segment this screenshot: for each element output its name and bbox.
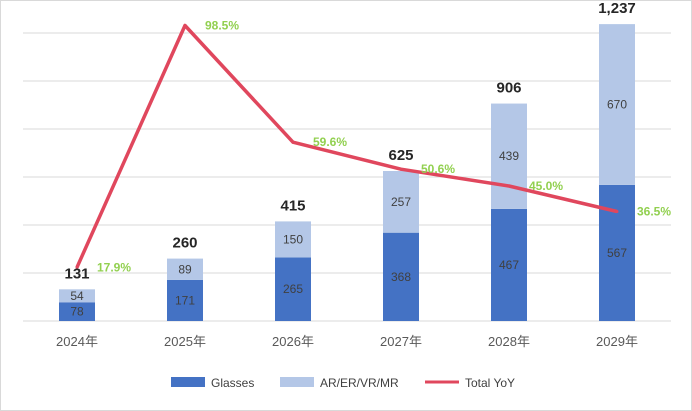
x-tick-label: 2027年 xyxy=(380,334,422,349)
label-yoy: 98.5% xyxy=(205,19,239,33)
x-tick-label: 2024年 xyxy=(56,334,98,349)
bar-ar xyxy=(59,289,95,303)
bar-glasses xyxy=(275,257,311,321)
label-total: 415 xyxy=(280,197,305,214)
yoy-point xyxy=(291,140,295,144)
x-tick-label: 2025年 xyxy=(164,334,206,349)
bar-ar xyxy=(275,221,311,258)
bar-ar xyxy=(599,24,635,185)
bar-glasses xyxy=(167,279,203,321)
label-total: 131 xyxy=(64,265,89,282)
label-total: 906 xyxy=(496,80,521,97)
label-total: 625 xyxy=(388,147,413,164)
yoy-point xyxy=(615,210,619,213)
legend-swatch-ar xyxy=(280,377,314,387)
bar-glasses xyxy=(383,232,419,321)
bar-ar xyxy=(491,103,527,209)
label-yoy: 17.9% xyxy=(97,260,131,274)
yoy-point xyxy=(183,24,187,27)
label-yoy: 50.6% xyxy=(421,162,455,176)
label-glasses: 78 xyxy=(70,305,84,319)
yoy-point xyxy=(75,265,79,269)
label-yoy: 59.6% xyxy=(313,135,347,149)
legend-label-glasses: Glasses xyxy=(211,376,254,390)
x-tick-label: 2029年 xyxy=(596,334,638,349)
label-ar: 150 xyxy=(283,232,303,246)
label-glasses: 467 xyxy=(499,258,519,272)
legend-label-ar: AR/ER/VR/MR xyxy=(320,376,399,390)
bar-ar xyxy=(167,258,203,280)
legend-swatch-glasses xyxy=(171,377,205,387)
label-ar: 89 xyxy=(178,262,192,276)
label-ar: 54 xyxy=(70,289,84,303)
bars xyxy=(59,24,635,321)
x-axis-ticks: 2024年 2025年 2026年 2027年 2028年 2029年 xyxy=(56,334,638,349)
yoy-line-layer xyxy=(75,23,619,269)
label-glasses: 171 xyxy=(175,293,195,307)
label-glasses: 265 xyxy=(283,282,303,296)
label-total: 1,237 xyxy=(598,1,636,17)
label-yoy: 45.0% xyxy=(529,179,563,193)
yoy-point xyxy=(507,184,511,188)
label-total: 260 xyxy=(172,235,197,252)
label-yoy: 36.5% xyxy=(637,205,671,219)
label-ar: 670 xyxy=(607,98,627,112)
legend-label-yoy: Total YoY xyxy=(465,376,515,390)
bar-glasses xyxy=(491,208,527,321)
label-glasses: 567 xyxy=(607,246,627,260)
x-tick-label: 2026年 xyxy=(272,334,314,349)
data-labels: 78 54 131 171 89 260 265 150 415 368 257 625 467 439 9… xyxy=(64,1,671,319)
gridlines xyxy=(23,32,671,322)
label-ar: 439 xyxy=(499,149,519,163)
yoy-line xyxy=(75,23,618,269)
bar-ar xyxy=(383,171,419,233)
label-ar: 257 xyxy=(391,195,411,209)
bar-glasses xyxy=(59,302,95,321)
legend: Glasses AR/ER/VR/MR Total YoY xyxy=(171,376,515,390)
x-tick-label: 2028年 xyxy=(488,334,530,349)
label-glasses: 368 xyxy=(391,270,411,284)
yoy-point xyxy=(399,167,403,171)
